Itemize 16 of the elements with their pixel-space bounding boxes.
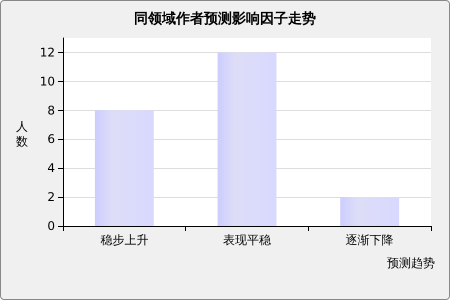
bar bbox=[94, 110, 154, 226]
x-axis-title: 预测趋势 bbox=[387, 256, 435, 270]
x-tick-label: 表现平稳 bbox=[223, 233, 271, 247]
y-tick-label: 12 bbox=[40, 45, 55, 60]
y-axis-title: 人数 bbox=[16, 120, 28, 148]
y-tick-label: 6 bbox=[47, 132, 55, 146]
y-tick-label: 10 bbox=[40, 74, 55, 88]
bar bbox=[218, 52, 276, 226]
y-tick-label: 0 bbox=[47, 219, 55, 233]
x-tick-label: 稳步上升 bbox=[100, 233, 148, 247]
y-tick-label: 4 bbox=[47, 161, 55, 176]
y-tick-label: 2 bbox=[47, 190, 55, 204]
chart-title: 同领域作者预测影响因子走势 bbox=[134, 11, 316, 27]
bar bbox=[340, 197, 400, 226]
y-tick-label: 8 bbox=[47, 103, 55, 118]
x-tick-label: 逐渐下降 bbox=[346, 233, 394, 247]
